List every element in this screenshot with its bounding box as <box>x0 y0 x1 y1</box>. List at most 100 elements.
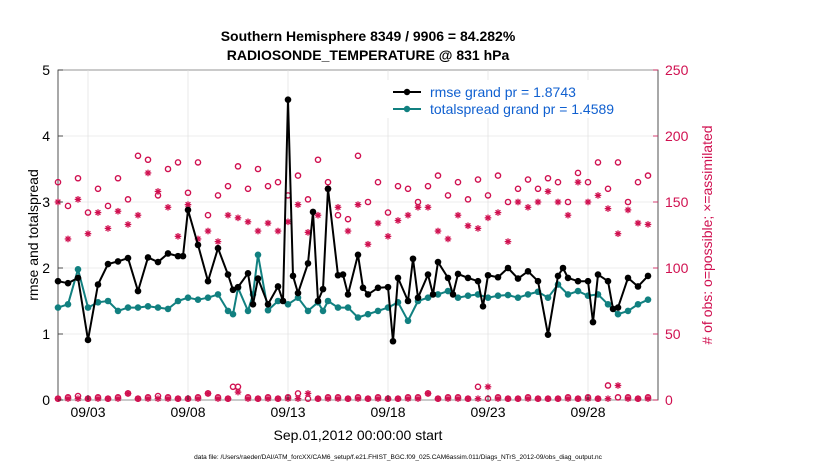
assimilated-obs-marker-stroke <box>415 204 421 211</box>
assimilated-obs-marker-stroke <box>105 225 111 232</box>
legend-rmse-marker <box>403 88 411 96</box>
assimilated-obs-rejected-marker <box>134 395 142 402</box>
assimilated-obs-marker <box>154 188 162 195</box>
rmse-point <box>609 305 617 313</box>
assimilated-obs-marker <box>344 227 352 235</box>
rmse-point <box>254 275 262 282</box>
rmse-point <box>244 269 252 277</box>
assimilated-obs-marker <box>384 233 392 240</box>
assimilated-obs-rejected-marker <box>314 395 322 402</box>
assimilated-obs-rejected-marker <box>404 395 412 402</box>
x-tick-label: 09/13 <box>270 404 305 420</box>
assimilated-obs-rejected-marker <box>114 395 122 402</box>
chart-subtitle: RADIOSONDE_TEMPERATURE @ 831 hPa <box>227 47 510 63</box>
possible-obs-marker <box>264 182 272 190</box>
left-tick-label: 1 <box>42 326 50 342</box>
assimilated-obs-rejected-marker-stroke <box>345 395 351 402</box>
assimilated-obs-marker-stroke <box>545 188 551 195</box>
rmse-point <box>94 281 102 288</box>
assimilated-obs-rejected-marker-stroke <box>555 395 561 402</box>
possible-obs-marker <box>394 182 402 190</box>
left-tick-label: 4 <box>42 128 50 144</box>
totalspread-point <box>64 301 72 308</box>
rmse-point <box>344 291 352 298</box>
rmse-point <box>234 283 242 291</box>
data-file-footer: data file: /Users/raeder/DAI/ATM_forcXX/… <box>194 454 603 461</box>
assimilated-obs-rejected-marker <box>504 395 512 402</box>
rmse-point <box>474 277 482 285</box>
totalspread-point <box>454 294 462 302</box>
assimilated-obs-marker <box>274 227 282 235</box>
rmse-point <box>374 284 382 292</box>
totalspread-point <box>174 297 182 305</box>
assimilated-obs-rejected-marker <box>394 395 402 402</box>
assimilated-obs-rejected-marker <box>414 395 422 402</box>
assimilated-obs-rejected-marker <box>644 395 652 402</box>
totalspread-point <box>464 292 472 300</box>
possible-obs-marker <box>204 211 212 219</box>
assimilated-obs-marker <box>354 201 362 208</box>
totalspread-point <box>144 302 152 310</box>
possible-obs-marker <box>404 185 412 193</box>
possible-obs-marker <box>434 172 442 179</box>
series-layer <box>54 96 652 402</box>
assimilated-obs-marker <box>404 211 412 219</box>
assimilated-obs-marker-stroke <box>625 207 631 213</box>
assimilated-obs-marker-stroke <box>315 212 321 219</box>
assimilated-obs-marker-stroke <box>395 217 401 224</box>
assimilated-obs-marker-stroke <box>145 170 151 176</box>
totalspread-point <box>244 307 252 315</box>
x-tick-label: 09/23 <box>470 404 505 420</box>
rmse-point <box>409 255 417 263</box>
right-axis-label: # of obs: o=possible; ×=assimilated <box>699 125 715 344</box>
totalspread-point <box>94 299 102 306</box>
totalspread-point <box>184 294 192 302</box>
possible-obs-marker <box>524 176 532 183</box>
assimilated-obs-marker-stroke <box>175 233 181 240</box>
assimilated-obs-rejected-marker-stroke <box>165 395 171 402</box>
assimilated-obs-rejected-marker <box>224 395 232 402</box>
totalspread-point <box>254 251 262 259</box>
rmse-point <box>214 244 222 252</box>
assimilated-obs-marker-stroke <box>485 215 491 221</box>
assimilated-obs-rejected-marker <box>484 383 492 391</box>
assimilated-obs-rejected-marker <box>104 395 112 402</box>
rmse-point <box>554 272 562 280</box>
assimilated-obs-marker <box>134 211 142 219</box>
totalspread-point <box>304 307 312 315</box>
assimilated-obs-marker-stroke <box>385 233 391 240</box>
totalspread-point <box>564 291 572 298</box>
right-tick-label: 250 <box>665 62 689 78</box>
assimilated-obs-marker <box>224 211 232 219</box>
assimilated-obs-marker <box>264 219 272 227</box>
assimilated-obs-marker <box>214 238 222 245</box>
possible-obs-marker <box>244 185 252 193</box>
assimilated-obs-marker-stroke <box>445 236 451 242</box>
rmse-point <box>389 337 397 345</box>
assimilated-obs-marker <box>374 219 382 227</box>
possible-obs-marker <box>124 196 132 203</box>
assimilated-obs-marker-stroke <box>375 220 381 226</box>
assimilated-obs-marker-stroke <box>475 225 481 232</box>
assimilated-obs-rejected-marker <box>204 390 212 397</box>
rmse-point <box>559 264 567 272</box>
possible-obs-marker <box>454 178 462 186</box>
totalspread-point <box>524 291 532 298</box>
assimilated-obs-marker <box>634 219 642 227</box>
totalspread-point <box>624 307 632 315</box>
chart-title: Southern Hemisphere 8349 / 9906 = 84.282… <box>221 28 516 44</box>
totalspread-point <box>284 301 292 308</box>
totalspread-point <box>214 291 222 298</box>
assimilated-obs-marker <box>444 235 452 243</box>
assimilated-obs-marker <box>294 201 302 208</box>
assimilated-obs-rejected-marker-stroke <box>215 395 221 402</box>
assimilated-obs-marker <box>204 227 212 235</box>
assimilated-obs-rejected-marker-stroke <box>355 395 361 402</box>
totalspread-point <box>264 306 272 314</box>
assimilated-obs-rejected-marker-stroke <box>535 395 541 402</box>
assimilated-obs-rejected-marker-stroke <box>605 395 611 402</box>
assimilated-obs-marker <box>284 218 292 226</box>
x-tick-label: 09/28 <box>570 404 605 420</box>
assimilated-obs-rejected-marker-stroke <box>615 382 621 389</box>
assimilated-obs-marker-stroke <box>225 212 231 219</box>
